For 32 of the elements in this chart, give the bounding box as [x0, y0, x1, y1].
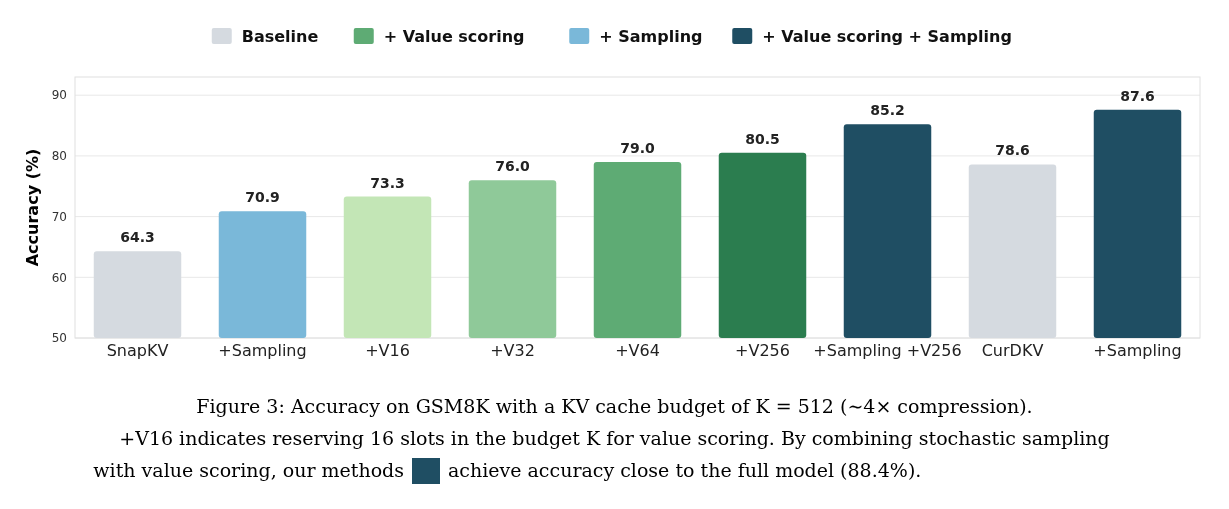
x-tick-label: CurDKV — [981, 341, 1044, 360]
text: with value scoring, our methods — [93, 459, 404, 481]
y-axis-title: Accuracy (%) — [23, 148, 42, 267]
x-tick-label: +Sampling — [218, 341, 307, 360]
legend-label: + Value scoring — [383, 26, 525, 46]
y-tick-label: 80 — [51, 149, 67, 164]
legend-label: + Sampling — [599, 26, 703, 46]
data-label: 64.3 — [120, 229, 155, 246]
data-label: 73.3 — [370, 174, 405, 191]
y-tick-label: 50 — [51, 331, 67, 346]
data-label: 87.6 — [1120, 87, 1155, 104]
x-tick-label: +Sampling — [1093, 341, 1182, 360]
x-tick-label: +V64 — [615, 341, 660, 360]
x-tick-label: SnapKV — [106, 341, 169, 360]
x-tick-label: +V32 — [490, 341, 535, 360]
data-label: 79.0 — [620, 139, 656, 156]
data-label: 76.0 — [495, 158, 531, 175]
text: achieve accuracy close to the full model (88.4%). — [448, 459, 922, 481]
data-label: 78.6 — [995, 142, 1030, 159]
y-tick-label: 60 — [51, 270, 67, 285]
legend-label: + Value scoring + Sampling — [762, 26, 1012, 46]
data-label: 70.9 — [245, 189, 280, 206]
x-tick-label: +V16 — [365, 341, 410, 360]
text: +V16 indicates reserving 16 slots in the budget K for value scoring. By combining stochastic sampling — [119, 427, 1110, 449]
caption: Figure 3: Accuracy on GSM8K with a KV cache budget of K = 512 (∼4× compression). — [196, 395, 1033, 417]
data-label: 80.5 — [745, 130, 780, 147]
x-tick-label: +V256 — [735, 341, 790, 360]
y-tick-label: 70 — [51, 209, 67, 224]
legend-label: Baseline — [241, 26, 319, 46]
y-tick-label: 90 — [51, 88, 67, 103]
x-tick-label: +Sampling +V256 — [813, 341, 962, 360]
data-label: 85.2 — [870, 102, 905, 119]
